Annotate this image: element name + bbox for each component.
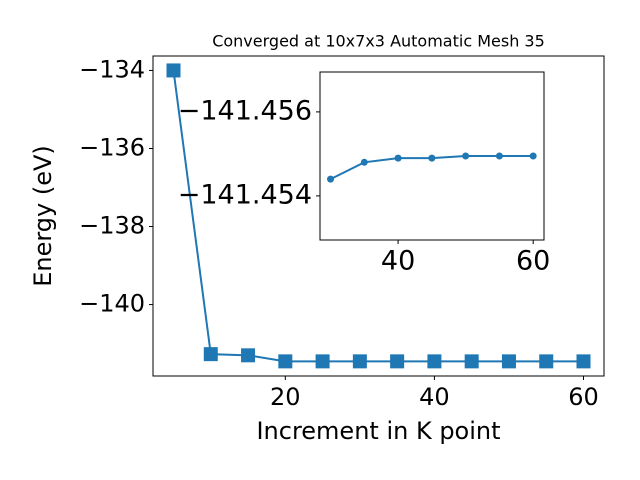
marker [529,152,537,160]
marker [327,175,335,183]
x-tick-label: 40 [419,383,450,411]
marker [278,354,293,369]
y-tick-label: −136 [79,133,145,161]
x-tick-label: 40 [381,246,415,277]
marker [166,63,181,78]
marker [501,354,516,369]
marker [203,347,218,362]
x-tick-label: 60 [568,383,599,411]
y-axis-label: Energy (eV) [29,145,57,287]
marker [352,354,367,369]
marker [428,154,436,162]
y-tick-label: −138 [79,212,145,240]
x-tick-label: 20 [270,383,301,411]
x-tick-label: 60 [516,246,550,277]
marker [576,354,591,369]
y-tick-label: −134 [79,55,145,83]
y-tick-label: −141.454 [178,179,312,210]
marker [495,152,503,160]
marker [315,354,330,369]
marker [394,154,402,162]
marker [360,158,368,166]
chart-title: Converged at 10x7x3 Automatic Mesh 35 [212,32,545,51]
marker [464,354,479,369]
marker [390,354,405,369]
y-tick-label: −141.456 [178,95,312,126]
marker [539,354,554,369]
marker [462,152,470,160]
y-tick-label: −140 [79,290,145,318]
marker [427,354,442,369]
x-axis-label: Increment in K point [256,417,500,445]
marker [241,348,256,363]
